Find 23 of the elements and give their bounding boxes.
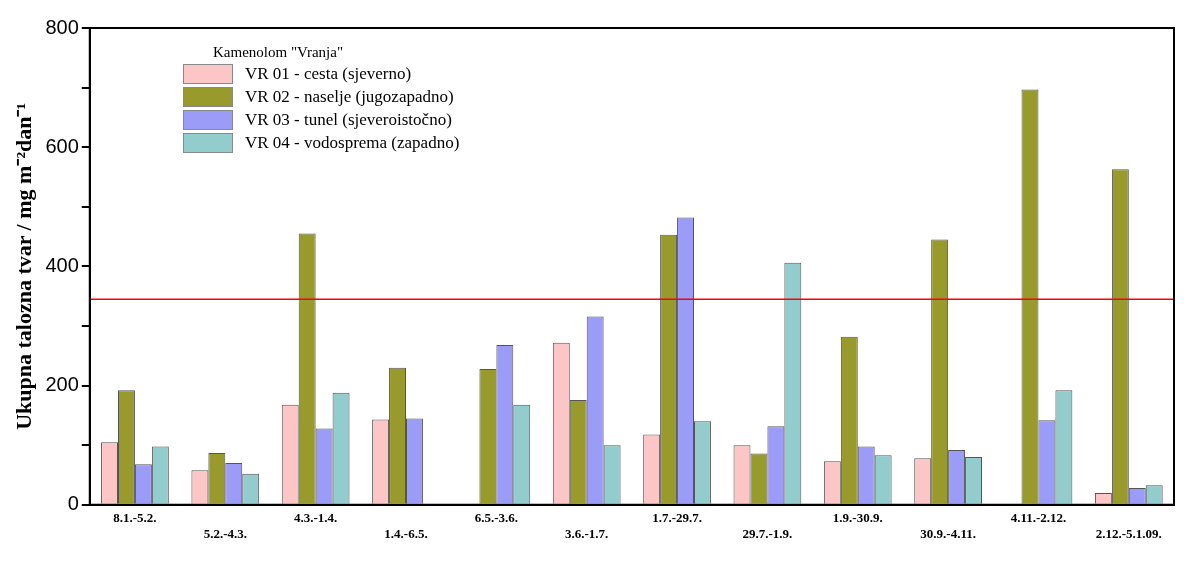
x-tick-label: 8.1.-5.2.	[113, 509, 157, 525]
x-tick-label: 6.5.-3.6.	[474, 509, 519, 525]
y-tick-label: 600	[45, 134, 79, 157]
y-tick-label: 800	[45, 15, 79, 38]
x-tick-label: 1.9.-30.9.	[832, 509, 883, 525]
x-tick-label: 5.2.-4.3.	[203, 525, 247, 541]
y-tick-label: 0	[67, 492, 79, 515]
y-axis-title: Ukupna talozna tvar / mg m⁻²dan⁻¹	[10, 102, 36, 430]
x-tick-label: 1.4.-6.5.	[384, 525, 428, 541]
legend-label: VR 02 - naselje (jugozapadno)	[245, 87, 454, 107]
legend-label: VR 04 - vodosprema (zapadno)	[245, 133, 460, 153]
legend-title: Kamenolom "Vranja"	[213, 44, 345, 61]
x-tick-label: 3.6.-1.7.	[565, 525, 609, 541]
y-tick-label: 400	[45, 253, 79, 276]
x-tick-label: 4.3.-1.4.	[293, 509, 338, 525]
x-tick-label: 30.9.-4.11.	[920, 525, 976, 541]
x-tick-label: 29.7.-1.9.	[742, 525, 793, 541]
x-tick-label: 4.11.-2.12.	[1010, 509, 1067, 525]
x-tick-label: 1.7.-29.7.	[652, 509, 702, 525]
legend-label: VR 03 - tunel (sjeveroistočno)	[245, 110, 452, 130]
legend-label: VR 01 - cesta (sjeverno)	[245, 64, 412, 84]
y-tick-label: 200	[45, 373, 79, 396]
x-tick-label: 2.12.-5.1.09.	[1095, 525, 1162, 541]
